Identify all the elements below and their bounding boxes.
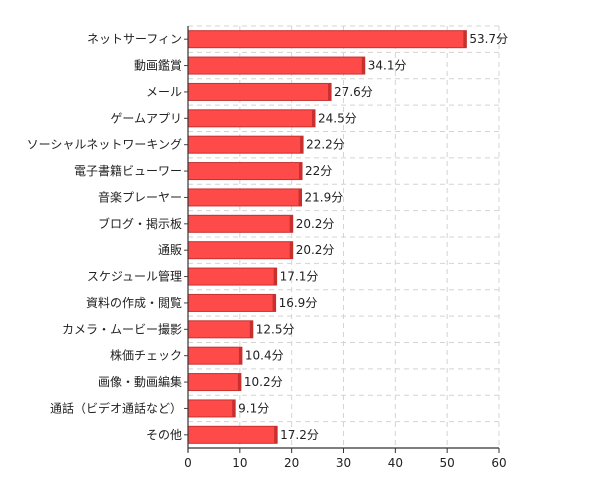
bar-edge xyxy=(272,294,276,312)
bar xyxy=(187,162,303,181)
category-label: 通販 xyxy=(158,243,182,257)
category-label: ソーシャルネットワーキング xyxy=(27,138,182,152)
x-tick-label: 10 xyxy=(232,456,247,470)
bar xyxy=(187,293,277,312)
x-tick-label: 0 xyxy=(184,456,192,470)
category-label: 画像・動画編集 xyxy=(98,374,182,389)
bar-value-label: 20.2分 xyxy=(296,243,335,257)
category-label: ネットサーフィン xyxy=(87,32,182,46)
category-label: 株価チェック xyxy=(110,348,182,363)
bar-value-label: 27.6分 xyxy=(334,85,373,99)
bar-value-label: 22分 xyxy=(305,164,332,178)
category-label: 通話（ビデオ通話など） xyxy=(50,400,182,415)
bar-value-label: 17.2分 xyxy=(280,428,319,442)
bar-edge xyxy=(311,109,315,127)
bar-edge xyxy=(232,399,236,417)
bar xyxy=(187,346,243,365)
bar-value-label: 16.9分 xyxy=(279,296,318,310)
x-tick-label: 30 xyxy=(336,456,351,470)
bar-value-label: 12.5分 xyxy=(256,322,295,336)
x-tick-label: 20 xyxy=(284,456,299,470)
bar-edge xyxy=(289,241,293,259)
category-label: その他 xyxy=(146,428,182,442)
category-label: メール xyxy=(146,85,182,99)
bar xyxy=(187,135,304,154)
bar xyxy=(187,82,332,101)
x-tick-label: 40 xyxy=(388,456,403,470)
bar-edge xyxy=(274,426,278,444)
bar-edge xyxy=(463,30,467,48)
bar-value-label: 10.4分 xyxy=(245,349,284,363)
bar-value-label: 34.1分 xyxy=(368,59,407,73)
bar-edge xyxy=(298,188,302,206)
bar-value-label: 10.2分 xyxy=(244,375,283,389)
x-tick-label: 50 xyxy=(440,456,455,470)
bar-value-label: 17.1分 xyxy=(280,270,319,284)
bar-value-label: 20.2分 xyxy=(296,217,335,231)
bar-edge xyxy=(249,320,253,338)
category-label: 動画鑑賞 xyxy=(134,58,182,73)
bar xyxy=(187,56,366,75)
bar-edge xyxy=(299,162,303,180)
bar-edge xyxy=(289,215,293,233)
category-label: 電子書籍ビューワー xyxy=(74,163,182,178)
bar-value-label: 53.7分 xyxy=(469,32,508,46)
category-label: ブログ・掲示板 xyxy=(98,216,182,231)
bar-edge xyxy=(361,57,365,75)
bar-value-label: 22.2分 xyxy=(306,138,345,152)
bar xyxy=(187,425,278,444)
bar-edge xyxy=(328,83,332,101)
bar xyxy=(187,241,294,260)
bar xyxy=(187,109,316,128)
bar xyxy=(187,373,242,392)
bar-edge xyxy=(237,373,241,391)
bar xyxy=(187,30,467,49)
bar-value-label: 24.5分 xyxy=(318,111,357,125)
bar xyxy=(187,399,236,418)
bar xyxy=(187,214,294,233)
category-label: 音楽プレーヤー xyxy=(98,189,182,204)
bar-edge xyxy=(238,347,242,365)
bar-edge xyxy=(300,136,304,154)
bar-value-label: 9.1分 xyxy=(238,401,269,415)
category-label: スケジュール管理 xyxy=(87,269,182,284)
bar xyxy=(187,267,278,286)
category-label: カメラ・ムービー撮影 xyxy=(62,322,182,336)
bar xyxy=(187,188,303,207)
bar-value-label: 21.9分 xyxy=(305,190,344,204)
x-tick-label: 60 xyxy=(491,456,506,470)
category-label: ゲームアプリ xyxy=(110,111,182,125)
bar-edge xyxy=(273,268,277,286)
category-label: 資料の作成・閲覧 xyxy=(86,296,182,310)
bar xyxy=(187,320,254,339)
